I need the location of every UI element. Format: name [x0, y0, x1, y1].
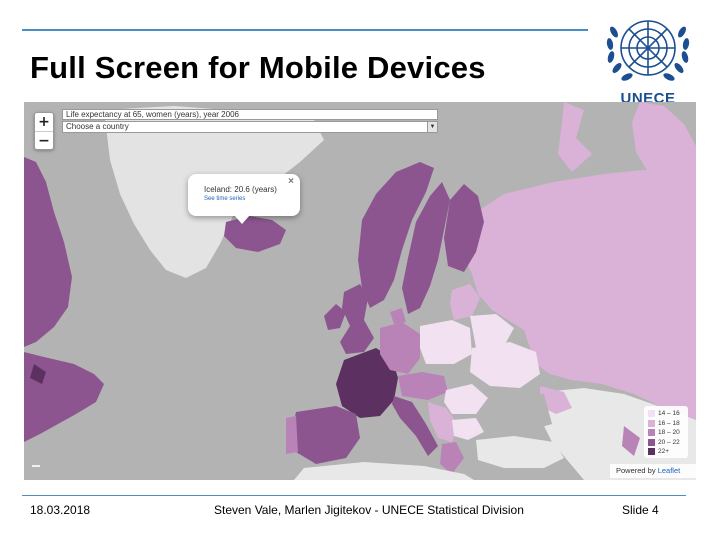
- germany[interactable]: [380, 322, 420, 374]
- italy[interactable]: [392, 396, 438, 456]
- country-select[interactable]: Choose a country ▼: [62, 121, 438, 133]
- choropleth-map[interactable]: + − Life expectancy at 65, women (years)…: [24, 102, 696, 480]
- close-icon[interactable]: ×: [288, 176, 294, 187]
- sweden[interactable]: [402, 182, 450, 314]
- baltics[interactable]: [450, 284, 480, 320]
- legend-item: 20 – 22: [648, 438, 685, 448]
- leaflet-link[interactable]: Leaflet: [657, 466, 681, 475]
- map-attribution: Powered by Leaflet: [610, 464, 696, 478]
- legend-swatch: [648, 438, 655, 446]
- newfoundland[interactable]: [30, 364, 46, 384]
- indicator-select[interactable]: Life expectancy at 65, women (years), ye…: [62, 109, 438, 120]
- zoom-control: + −: [34, 112, 54, 150]
- black-sea: [494, 392, 552, 432]
- bulgaria[interactable]: [452, 418, 484, 440]
- finland[interactable]: [444, 184, 484, 272]
- legend-item: 22+: [648, 447, 685, 457]
- dropdown-arrow-icon[interactable]: ▼: [427, 122, 437, 132]
- caucasus[interactable]: [540, 386, 572, 414]
- canada-east[interactable]: [24, 157, 72, 347]
- popup-tip: [234, 215, 250, 224]
- romania[interactable]: [444, 384, 488, 414]
- map-popup: × Iceland: 20.6 (years) See time series: [188, 174, 300, 224]
- unece-logo: UNECE: [602, 10, 694, 107]
- spain[interactable]: [292, 406, 360, 464]
- united-kingdom[interactable]: [340, 284, 374, 354]
- map-legend: 14 – 16 16 – 18 18 – 20 20 – 22 22+: [644, 406, 688, 458]
- central-europe[interactable]: [398, 372, 448, 400]
- time-series-link[interactable]: See time series: [204, 196, 246, 202]
- footer-rule: [22, 495, 686, 496]
- russia[interactable]: [462, 170, 696, 420]
- denmark[interactable]: [390, 308, 406, 324]
- legend-label: 18 – 20: [658, 429, 680, 437]
- north-africa[interactable]: [294, 462, 474, 480]
- legend-swatch: [648, 448, 655, 456]
- belarus[interactable]: [470, 314, 514, 348]
- un-emblem-icon: [606, 20, 690, 81]
- iceland[interactable]: [224, 216, 286, 252]
- slide-title: Full Screen for Mobile Devices: [30, 50, 486, 85]
- zoom-out-button[interactable]: −: [38, 133, 50, 149]
- legend-swatch: [648, 429, 655, 437]
- legend-item: 18 – 20: [648, 428, 685, 438]
- turkey[interactable]: [476, 436, 564, 468]
- footer-date: 18.03.2018: [30, 503, 91, 517]
- attribution-prefix: Powered by: [616, 466, 658, 475]
- legend-label: 14 – 16: [658, 410, 680, 418]
- title-rule: [22, 29, 588, 31]
- legend-label: 22+: [658, 448, 670, 456]
- footer-authors: Steven Vale, Marlen Jigitekov - UNECE St…: [214, 503, 524, 517]
- scale-mark: [32, 465, 40, 467]
- slide-number: Slide 4: [622, 503, 659, 517]
- ukraine[interactable]: [470, 342, 540, 388]
- legend-label: 16 – 18: [658, 419, 680, 427]
- poland[interactable]: [420, 320, 472, 364]
- map-canvas[interactable]: [24, 102, 696, 480]
- novaya-zemlya[interactable]: [558, 102, 592, 172]
- kazakhstan-part[interactable]: [622, 426, 640, 456]
- legend-label: 20 – 22: [658, 438, 680, 446]
- norway[interactable]: [358, 162, 434, 308]
- legend-swatch: [648, 419, 655, 427]
- country-select-label: Choose a country: [66, 122, 129, 131]
- france[interactable]: [336, 348, 398, 418]
- legend-item: 16 – 18: [648, 419, 685, 429]
- popup-value: Iceland: 20.6 (years): [204, 185, 277, 194]
- ireland[interactable]: [324, 304, 346, 330]
- zoom-in-button[interactable]: +: [38, 114, 50, 130]
- greece[interactable]: [440, 442, 464, 474]
- portugal[interactable]: [286, 416, 298, 454]
- legend-item: 14 – 16: [648, 409, 685, 419]
- zoom-divider: [35, 131, 53, 132]
- balkans[interactable]: [428, 402, 458, 442]
- legend-swatch: [648, 410, 655, 418]
